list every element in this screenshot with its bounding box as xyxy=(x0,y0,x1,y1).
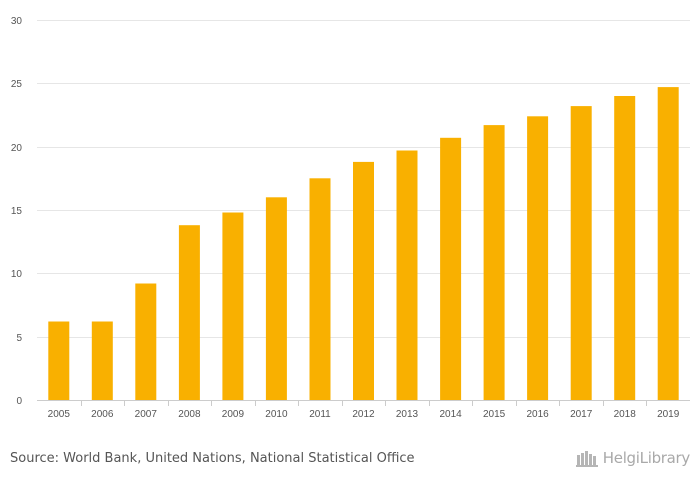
x-tick-label: 2006 xyxy=(91,409,114,420)
y-tick-label: 25 xyxy=(11,79,23,90)
x-tick-label: 2011 xyxy=(309,409,331,420)
x-tick-label: 2009 xyxy=(222,409,245,420)
x-tick-label: 2017 xyxy=(570,409,593,420)
bar-2016 xyxy=(527,116,549,401)
helgi-library-logo[interactable]: HelgiLibrary xyxy=(575,449,691,467)
x-tick-label: 2008 xyxy=(178,409,201,420)
x-tick-label: 2016 xyxy=(526,409,549,420)
bar-2010 xyxy=(265,197,287,400)
x-tick-label: 2013 xyxy=(396,409,419,420)
bar-2017 xyxy=(570,106,592,400)
y-tick-label: 5 xyxy=(16,333,22,344)
bar-2013 xyxy=(396,150,418,400)
bar-2006 xyxy=(91,321,113,400)
bar-2007 xyxy=(135,283,157,400)
library-icon xyxy=(575,451,598,467)
x-tick-label: 2005 xyxy=(48,409,71,420)
bar-2008 xyxy=(178,225,200,400)
footer: Source: World Bank, United Nations, Nati… xyxy=(0,440,700,483)
source-note: Source: World Bank, United Nations, Nati… xyxy=(10,451,415,466)
x-tick-label: 2018 xyxy=(614,409,637,420)
x-tick-label: 2019 xyxy=(657,409,680,420)
bar-2005 xyxy=(48,321,70,400)
bar-2014 xyxy=(440,137,462,401)
y-tick-label: 20 xyxy=(11,143,23,154)
bar-2009 xyxy=(222,212,244,400)
x-tick-label: 2010 xyxy=(265,409,288,420)
y-tick-label: 30 xyxy=(11,16,23,27)
bar-2018 xyxy=(614,96,636,400)
bar-2012 xyxy=(353,161,374,400)
y-tick-label: 15 xyxy=(11,206,23,217)
x-tick-label: 2014 xyxy=(439,409,462,420)
logo-text: HelgiLibrary xyxy=(602,449,691,467)
bar-2015 xyxy=(483,125,505,400)
y-tick-label: 10 xyxy=(11,269,23,280)
bar-2011 xyxy=(309,178,331,400)
x-tick-label: 2007 xyxy=(135,409,158,420)
y-tick-label: 0 xyxy=(16,396,22,407)
bar-2019 xyxy=(657,87,679,400)
bar-chart: 0 5 10 15 20 25 30 2005 2006 2007 2008 2009 2010 2011… xyxy=(11,16,690,420)
x-tick-label: 2015 xyxy=(483,409,506,420)
chart-area: 0 5 10 15 20 25 30 2005 2006 2007 2008 2009 2010 2011… xyxy=(11,16,690,420)
x-tick-label: 2012 xyxy=(352,409,375,420)
